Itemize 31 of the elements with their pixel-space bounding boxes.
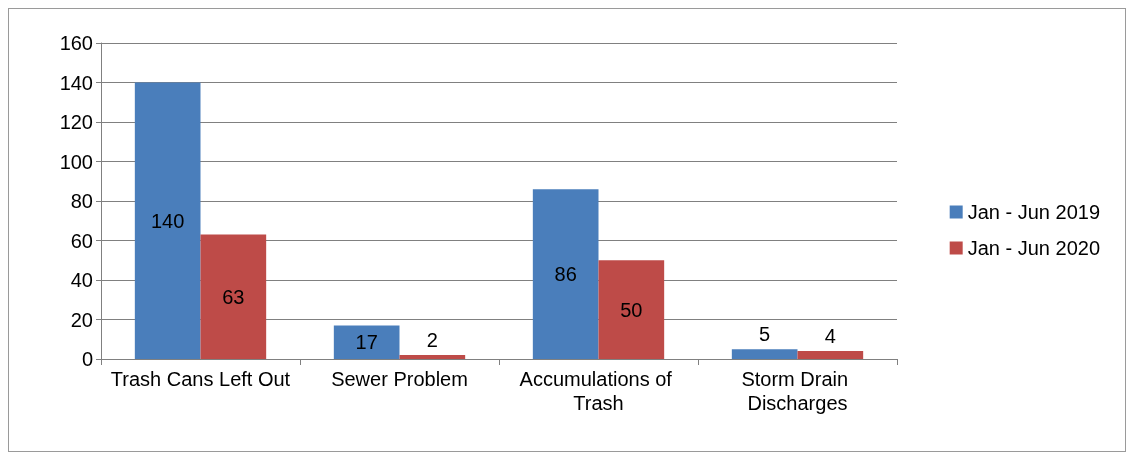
data-label: 63 [222,285,245,308]
y-tick-label: 80 [70,190,93,212]
y-tick-label: 100 [59,150,93,173]
data-label: 140 [150,209,185,232]
x-tick-label: Sewer Problem [331,368,468,390]
y-tick-label: 120 [59,111,93,133]
y-tick-label: 60 [70,229,93,252]
bar [333,325,400,359]
y-tick-label: 20 [70,308,93,331]
y-tick-label: 0 [81,348,93,370]
y-tick-label: 40 [70,269,93,291]
bar [134,82,201,359]
bar [598,260,665,359]
data-label: 4 [824,325,836,348]
bar [200,234,267,359]
bar [532,189,599,359]
data-label: 50 [620,298,643,321]
data-label: 2 [426,329,438,352]
y-tick-label: 160 [59,32,93,54]
y-tick-label: 140 [59,71,93,94]
bar [399,355,466,359]
data-label: 5 [759,323,771,346]
x-tick-label: Storm Drain Discharges [741,368,854,414]
data-label: 17 [355,331,378,354]
x-tick-label: Accumulations of Trash [519,368,678,414]
legend-label: Jan - Jun 2019 [967,201,1101,223]
legend-label: Jan - Jun 2020 [967,237,1101,259]
data-label: 86 [554,263,577,286]
x-tick-label: Trash Cans Left Out [110,368,291,390]
bar [797,351,864,359]
bar [731,349,798,359]
